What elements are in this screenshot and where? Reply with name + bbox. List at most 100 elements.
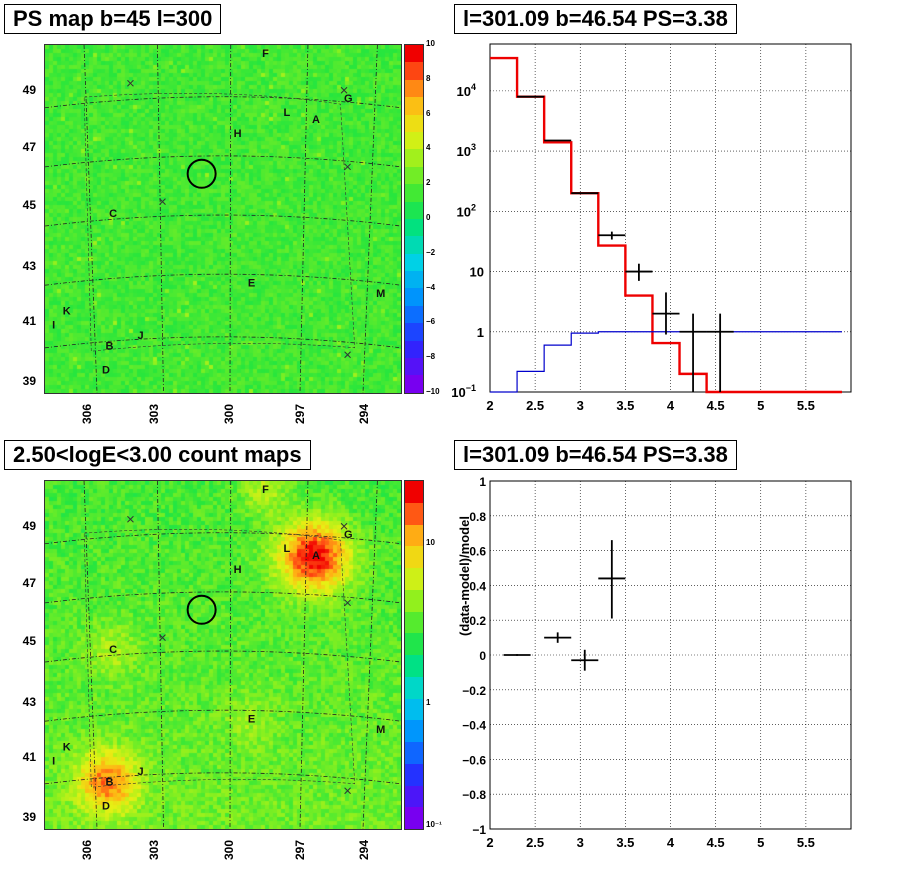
colorbar-swatch	[405, 720, 423, 742]
residual-y-tick-label: 0.8	[469, 510, 486, 524]
x-tick-label: 303	[147, 403, 162, 424]
count-map-source-label: J	[138, 766, 144, 778]
x-tick-label: 306	[79, 839, 94, 860]
count-map-source-label: F	[262, 484, 269, 496]
residual-y-tick-label: 1	[479, 475, 486, 489]
colorbar-swatch	[405, 323, 423, 341]
ps-map-x-marker	[340, 86, 348, 94]
colorbar-tick-label: −8	[426, 352, 436, 362]
colorbar-swatch	[405, 655, 423, 677]
spectrum-y-tick-exponent: −1	[466, 383, 476, 393]
spectrum-y-tick-label: 102	[457, 202, 476, 219]
count-map-source-label: C	[109, 644, 117, 656]
colorbar-swatch	[405, 201, 423, 219]
colorbar-tick-label: −2	[426, 247, 436, 257]
residual-y-tick-label: −0.6	[462, 753, 486, 767]
ps-map-candidate-circle	[186, 158, 217, 189]
y-tick-label: 47	[22, 576, 36, 591]
residual-x-tick-label: 3.5	[616, 835, 634, 850]
count-map-source-label: B	[106, 776, 114, 788]
residual-x-tick-label: 2.5	[526, 835, 544, 850]
count-map-source-label: M	[376, 724, 385, 736]
colorbar-swatch	[405, 742, 423, 764]
ps-map-lon-line	[299, 45, 309, 393]
count-map-colorbar	[404, 480, 424, 830]
spectrum-title: l=301.09 b=46.54 PS=3.38	[454, 4, 737, 34]
colorbar-swatch	[405, 271, 423, 289]
colorbar-swatch	[405, 611, 423, 634]
colorbar-swatch	[405, 97, 423, 115]
spectrum-chart: 2 2.5 3 3.5 4 4.5 5 5.5 10−1 1 10 102 103 104	[451, 43, 852, 413]
x-tick-label: 303	[147, 839, 162, 860]
ps-map-x-marker	[127, 79, 134, 87]
colorbar-tick-label: 6	[426, 108, 431, 118]
colorbar-tick-label: 0	[426, 213, 431, 222]
y-tick-label: 47	[22, 140, 36, 155]
y-tick-label: 49	[22, 82, 36, 97]
count-map-lat-line	[45, 650, 401, 663]
residual-x-tick-label: 4	[667, 835, 675, 850]
colorbar-swatch	[405, 218, 423, 237]
residual-y-tick-label: −0.8	[462, 788, 486, 802]
colorbar-swatch	[405, 288, 423, 306]
colorbar-swatch	[405, 184, 423, 202]
colorbar-tick-label: 1	[426, 697, 431, 707]
spectrum-model-total	[490, 56, 842, 394]
count-map-candidate-circle	[186, 594, 217, 625]
residual-y-tick-label: 0.4	[469, 579, 486, 593]
ps-map-source-label: C	[109, 208, 117, 220]
x-tick-label: 297	[293, 839, 308, 860]
y-tick-label: 45	[22, 633, 36, 648]
colorbar-swatch	[405, 546, 423, 568]
y-tick-label: 39	[22, 373, 36, 388]
ps-map-source-label: I	[52, 319, 55, 331]
colorbar-swatch	[405, 236, 423, 254]
spectrum-model-background	[490, 331, 842, 393]
colorbar-swatch	[405, 45, 423, 63]
colorbar-swatch	[405, 763, 423, 786]
colorbar-tick-label: −10	[426, 387, 440, 396]
residual-x-tick-label: 5.5	[797, 835, 815, 850]
spectrum-x-tick-label: 2	[486, 398, 493, 413]
residual-y-axis-label: (data-model)/model	[457, 516, 472, 636]
ps-map-source-label: D	[102, 365, 110, 377]
count-map-title: 2.50<logE<3.00 count maps	[4, 440, 311, 470]
spectrum-x-tick-label: 2.5	[526, 398, 544, 413]
count-map-source-label: L	[284, 543, 291, 555]
y-tick-label: 41	[22, 750, 36, 765]
count-map-x-marker	[340, 522, 348, 530]
colorbar-swatch	[405, 114, 423, 132]
residual-y-tick-label: −0.2	[462, 684, 486, 698]
colorbar-swatch	[405, 166, 423, 185]
count-map-source-label: D	[102, 801, 110, 813]
colorbar-swatch	[405, 62, 423, 80]
ps-map-roi-outline	[83, 92, 356, 352]
count-map-source-label: G	[344, 529, 353, 541]
colorbar-tick-label: 2	[426, 178, 431, 188]
colorbar-swatch	[405, 633, 423, 655]
y-tick-label: 49	[22, 518, 36, 533]
x-tick-label: 297	[293, 403, 308, 424]
ps-map-lon-line	[229, 45, 232, 393]
count-map-x-marker	[127, 515, 134, 523]
colorbar-tick-label: −6	[426, 317, 436, 327]
residual-y-tick-label: −1	[472, 823, 486, 837]
x-tick-label: 294	[357, 403, 372, 424]
spectrum-x-tick-label: 5	[757, 398, 764, 413]
count-map-lat-line	[45, 772, 401, 785]
colorbar-tick-label: 10⁻¹	[426, 819, 442, 829]
spectrum-x-tick-label: 4.5	[707, 398, 725, 413]
colorbar-swatch	[405, 807, 423, 829]
residual-x-tick-label: 4.5	[707, 835, 725, 850]
spectrum-x-tick-label: 3	[577, 398, 584, 413]
spectrum-y-tick-label: 10−1	[451, 383, 476, 400]
y-tick-label: 41	[22, 314, 36, 329]
y-tick-label: 43	[22, 694, 36, 709]
colorbar-swatch	[405, 253, 423, 272]
count-map-lat-line	[45, 532, 401, 545]
spectrum-x-tick-label: 4	[667, 398, 675, 413]
count-map-lat-line	[45, 709, 401, 722]
ps-map-lat-line	[45, 336, 401, 349]
residual-y-tick-label: 0.6	[469, 545, 486, 559]
colorbar-swatch	[405, 524, 423, 547]
